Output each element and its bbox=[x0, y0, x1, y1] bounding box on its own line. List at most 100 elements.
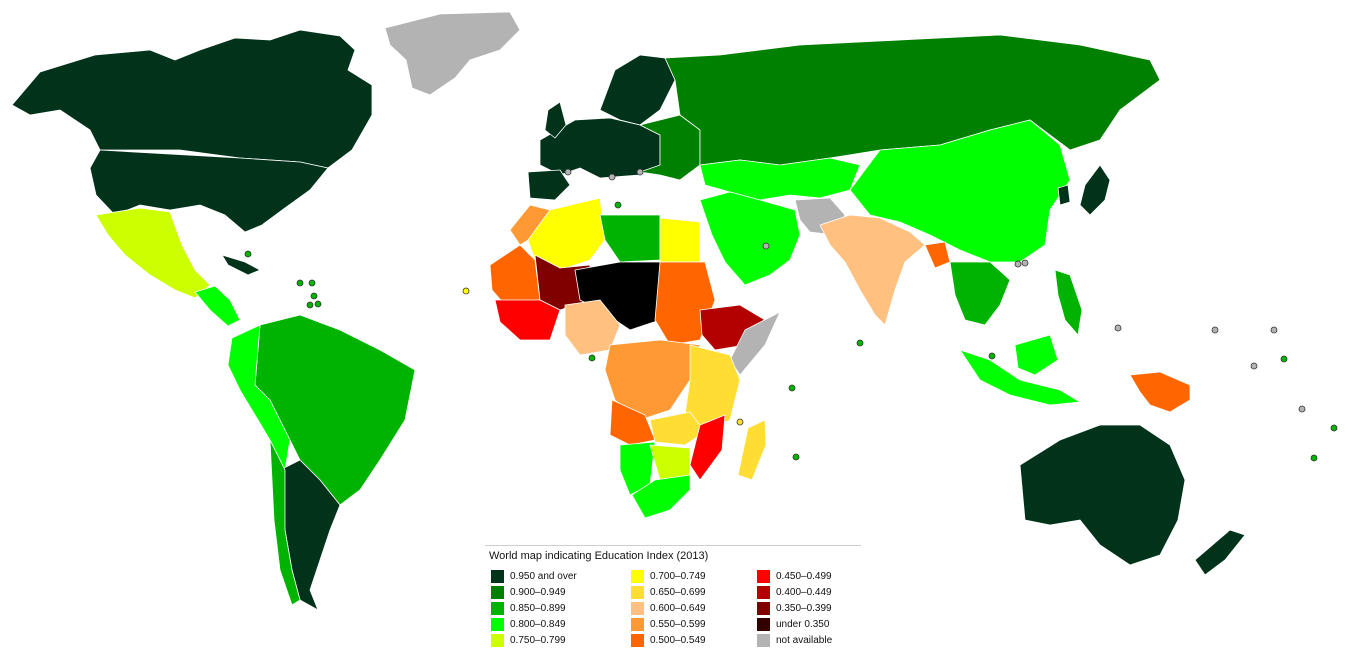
island-dot[interactable] bbox=[1021, 259, 1029, 267]
region-guinea-coast[interactable] bbox=[494, 299, 561, 341]
region-central-asia[interactable] bbox=[699, 157, 861, 201]
island-dot[interactable] bbox=[462, 287, 470, 295]
legend-item: 0.600–0.649 bbox=[631, 601, 706, 615]
island-dot[interactable] bbox=[1014, 260, 1022, 268]
island-dot[interactable] bbox=[614, 201, 622, 209]
island-dot[interactable] bbox=[564, 168, 572, 176]
region-uk[interactable] bbox=[544, 101, 567, 139]
legend-title: World map indicating Education Index (20… bbox=[489, 550, 709, 562]
region-philippines[interactable] bbox=[1054, 269, 1083, 336]
region-chile[interactable] bbox=[269, 439, 301, 606]
legend-swatch bbox=[491, 569, 504, 583]
legend-label: 0.750–0.799 bbox=[510, 634, 566, 646]
legend-item: 0.900–0.949 bbox=[491, 585, 566, 599]
island-dot[interactable] bbox=[762, 242, 770, 250]
region-somalia[interactable] bbox=[729, 311, 781, 376]
island-dot[interactable] bbox=[792, 453, 800, 461]
legend-swatch bbox=[757, 569, 770, 583]
region-south-africa[interactable] bbox=[631, 474, 691, 519]
island-dot[interactable] bbox=[1270, 326, 1278, 334]
region-russia[interactable] bbox=[664, 34, 1161, 166]
legend-item: 0.700–0.749 bbox=[631, 569, 706, 583]
region-mexico[interactable] bbox=[95, 207, 211, 299]
legend-swatch bbox=[757, 585, 770, 599]
island-dot[interactable] bbox=[1330, 424, 1338, 432]
island-dot[interactable] bbox=[1298, 405, 1306, 413]
region-canada[interactable] bbox=[11, 29, 373, 169]
region-botswana-zimbabwe[interactable] bbox=[649, 444, 691, 481]
island-dot[interactable] bbox=[788, 384, 796, 392]
region-iberia[interactable] bbox=[527, 169, 571, 201]
map-legend: World map indicating Education Index (20… bbox=[485, 545, 861, 653]
region-southeast-asia[interactable] bbox=[949, 261, 1011, 326]
island-dot[interactable] bbox=[1211, 326, 1219, 334]
region-central-america[interactable] bbox=[194, 285, 241, 327]
legend-item: not available bbox=[757, 633, 832, 647]
region-sudan[interactable] bbox=[654, 261, 716, 346]
island-dot[interactable] bbox=[856, 339, 864, 347]
region-korea[interactable] bbox=[1057, 184, 1071, 206]
region-angola[interactable] bbox=[609, 399, 656, 446]
legend-label: 0.500–0.549 bbox=[650, 634, 706, 646]
region-new-zealand[interactable] bbox=[1194, 529, 1246, 576]
island-dot[interactable] bbox=[1114, 324, 1122, 332]
region-japan[interactable] bbox=[1079, 164, 1111, 216]
legend-label: 0.450–0.499 bbox=[776, 570, 832, 582]
legend-label: 0.800–0.849 bbox=[510, 618, 566, 630]
region-mozambique[interactable] bbox=[689, 414, 726, 481]
region-india[interactable] bbox=[819, 214, 926, 326]
island-dot[interactable] bbox=[636, 168, 644, 176]
island-dot[interactable] bbox=[310, 292, 318, 300]
island-dot[interactable] bbox=[588, 354, 596, 362]
legend-label: 0.950 and over bbox=[510, 570, 577, 582]
region-egypt[interactable] bbox=[659, 217, 701, 263]
legend-item: 0.750–0.799 bbox=[491, 633, 566, 647]
legend-swatch bbox=[491, 585, 504, 599]
region-usa[interactable] bbox=[89, 149, 329, 233]
region-indonesia[interactable] bbox=[959, 349, 1081, 406]
legend-swatch bbox=[491, 633, 504, 647]
region-andes[interactable] bbox=[227, 324, 291, 471]
region-papua-new-guinea[interactable] bbox=[1129, 371, 1191, 413]
legend-item: 0.850–0.899 bbox=[491, 601, 566, 615]
region-australia[interactable] bbox=[1019, 424, 1186, 566]
region-zambia[interactable] bbox=[649, 411, 706, 446]
region-greenland[interactable] bbox=[384, 11, 521, 96]
legend-label: 0.600–0.649 bbox=[650, 602, 706, 614]
legend-item: 0.450–0.499 bbox=[757, 569, 832, 583]
island-dot[interactable] bbox=[1280, 355, 1288, 363]
island-dot[interactable] bbox=[988, 352, 996, 360]
region-central-africa[interactable] bbox=[604, 339, 701, 421]
island-dot[interactable] bbox=[1250, 362, 1258, 370]
region-scandinavia[interactable] bbox=[599, 54, 676, 126]
legend-swatch bbox=[631, 601, 644, 615]
legend-swatch bbox=[631, 569, 644, 583]
island-dot[interactable] bbox=[314, 300, 322, 308]
legend-label: 0.350–0.399 bbox=[776, 602, 832, 614]
island-dot[interactable] bbox=[308, 279, 316, 287]
region-niger-chad[interactable] bbox=[574, 261, 661, 331]
legend-label: not available bbox=[776, 634, 833, 646]
region-china[interactable] bbox=[849, 119, 1071, 263]
legend-item: 0.350–0.399 bbox=[757, 601, 832, 615]
island-dot[interactable] bbox=[608, 173, 616, 181]
island-dot[interactable] bbox=[296, 279, 304, 287]
legend-item: 0.650–0.699 bbox=[631, 585, 706, 599]
region-borneo[interactable] bbox=[1014, 334, 1059, 376]
legend-item: 0.800–0.849 bbox=[491, 617, 566, 631]
island-dot[interactable] bbox=[736, 418, 744, 426]
region-middle-east[interactable] bbox=[699, 191, 801, 286]
region-libya[interactable] bbox=[599, 214, 661, 263]
island-dot[interactable] bbox=[306, 301, 314, 309]
legend-swatch bbox=[757, 633, 770, 647]
legend-swatch bbox=[631, 617, 644, 631]
legend-swatch bbox=[631, 633, 644, 647]
region-bangladesh[interactable] bbox=[924, 241, 951, 269]
legend-swatch bbox=[757, 617, 770, 631]
region-madagascar[interactable] bbox=[737, 419, 767, 481]
island-dot[interactable] bbox=[244, 250, 252, 258]
island-dot[interactable] bbox=[1310, 454, 1318, 462]
legend-swatch bbox=[757, 601, 770, 615]
region-caribbean[interactable] bbox=[221, 254, 261, 276]
